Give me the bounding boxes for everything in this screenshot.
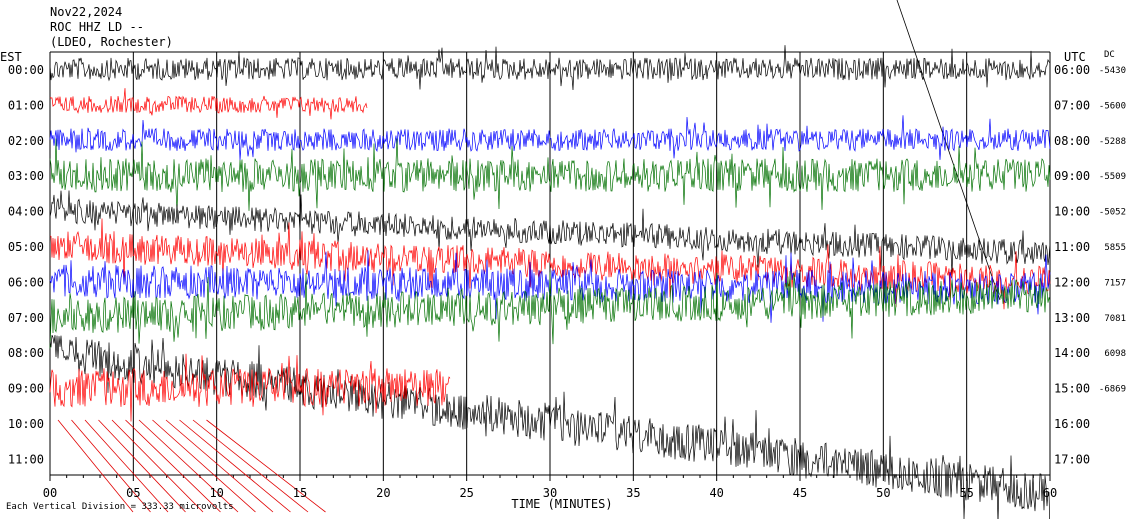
dc-offset-header: DC <box>1104 50 1115 60</box>
event-line-2 <box>84 419 169 513</box>
event-line-6 <box>138 419 239 513</box>
utc-hour-labels: 06:00 07:00 08:00 09:00 10:00 11:00 12:00 13:00… <box>1054 63 1090 466</box>
dc-value-4: -5052 <box>1099 208 1126 218</box>
event-line-1 <box>71 419 151 513</box>
est-label-10: 10:00 <box>8 417 44 431</box>
est-label-5: 05:00 <box>8 240 44 254</box>
est-label-3: 03:00 <box>8 169 44 183</box>
event-line-diagonal <box>896 0 1001 301</box>
scale-note: Each Vertical Division = 333.33 microvol… <box>6 502 234 512</box>
dc-value-0: -5430 <box>1099 66 1126 76</box>
dc-value-6: 7157 <box>1104 278 1126 288</box>
dc-value-2: -5288 <box>1099 137 1126 147</box>
station-location: (LDEO, Rochester) <box>50 35 173 49</box>
seismic-traces <box>49 45 1051 519</box>
dc-value-3: -5509 <box>1099 172 1126 182</box>
x-tick-30: 30 <box>543 486 557 500</box>
left-timezone-label: EST <box>0 50 22 64</box>
est-label-8: 08:00 <box>8 346 44 360</box>
est-label-1: 01:00 <box>8 98 44 112</box>
trace-row-0100 <box>49 88 368 120</box>
event-line-4 <box>111 419 204 513</box>
dc-value-5: 5855 <box>1104 243 1126 253</box>
est-label-9: 09:00 <box>8 382 44 396</box>
utc-label-5: 11:00 <box>1054 240 1090 254</box>
dc-value-1: -5600 <box>1099 101 1126 111</box>
x-tick-50: 50 <box>876 486 890 500</box>
x-tick-15: 15 <box>293 486 307 500</box>
est-label-2: 02:00 <box>8 134 44 148</box>
dc-offset-values: -5430 -5600 -5288 -5509 -5052 5855 7157 7081 609… <box>1099 66 1126 395</box>
x-tick-35: 35 <box>626 486 640 500</box>
right-timezone-label: UTC <box>1064 50 1086 64</box>
event-line-11 <box>206 419 326 513</box>
est-label-0: 00:00 <box>8 63 44 77</box>
x-tick-40: 40 <box>709 486 723 500</box>
utc-label-1: 07:00 <box>1054 98 1090 112</box>
utc-label-6: 12:00 <box>1054 275 1090 289</box>
dc-value-9: -6869 <box>1099 385 1126 395</box>
x-tick-00: 00 <box>43 486 57 500</box>
est-label-4: 04:00 <box>8 205 44 219</box>
utc-label-7: 13:00 <box>1054 311 1090 325</box>
station-id: ROC HHZ LD -- <box>50 20 144 34</box>
event-line-0 <box>57 419 134 513</box>
trace-row-0500 <box>49 218 1051 310</box>
event-line-9 <box>179 419 291 513</box>
trace-row-0600 <box>49 250 1051 323</box>
event-line-10 <box>192 419 309 513</box>
event-line-5 <box>125 419 221 513</box>
est-label-6: 06:00 <box>8 275 44 289</box>
trace-row-0300 <box>49 138 1051 213</box>
x-axis-title: TIME (MINUTES) <box>511 497 612 511</box>
trace-row-0400 <box>49 190 1051 276</box>
utc-label-3: 09:00 <box>1054 169 1090 183</box>
utc-label-2: 08:00 <box>1054 134 1090 148</box>
record-date: Nov22,2024 <box>50 5 122 19</box>
dc-value-8: 6098 <box>1104 349 1126 359</box>
x-tick-45: 45 <box>793 486 807 500</box>
utc-label-11: 17:00 <box>1054 452 1090 466</box>
est-label-11: 11:00 <box>8 452 44 466</box>
dc-value-7: 7081 <box>1104 314 1126 324</box>
est-label-7: 07:00 <box>8 311 44 325</box>
trace-row-0800 <box>49 334 1050 519</box>
minute-tick-labels: 00 05 10 15 20 25 30 35 40 45 50 55 60 <box>43 486 1057 500</box>
utc-label-8: 14:00 <box>1054 346 1090 360</box>
x-tick-20: 20 <box>376 486 390 500</box>
utc-label-0: 06:00 <box>1054 63 1090 77</box>
trace-row-0000 <box>49 45 1051 91</box>
utc-label-4: 10:00 <box>1054 205 1090 219</box>
x-tick-55: 55 <box>959 486 973 500</box>
utc-label-10: 16:00 <box>1054 417 1090 431</box>
trace-row-0200 <box>49 115 1051 161</box>
x-tick-05: 05 <box>126 486 140 500</box>
event-line-8 <box>165 419 274 513</box>
event-line-3 <box>98 419 186 513</box>
x-tick-25: 25 <box>459 486 473 500</box>
x-tick-60: 60 <box>1043 486 1057 500</box>
trace-row-0900 <box>49 353 451 422</box>
est-hour-labels: 00:00 01:00 02:00 03:00 04:00 05:00 06:00 07:00… <box>8 63 44 466</box>
x-tick-10: 10 <box>209 486 223 500</box>
trace-row-0700 <box>49 270 1051 349</box>
event-line-7 <box>152 419 256 513</box>
utc-label-9: 15:00 <box>1054 382 1090 396</box>
